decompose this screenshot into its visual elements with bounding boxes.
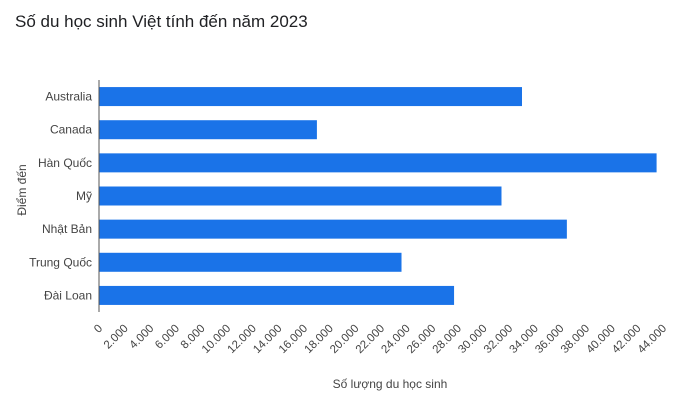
- x-tick-label: 44.000: [636, 323, 669, 356]
- x-tick-label: 4.000: [128, 323, 157, 352]
- bar-6: [99, 285, 455, 305]
- x-tick-label: 2.000: [102, 323, 131, 352]
- category-label: Hàn Quốc: [38, 156, 92, 170]
- category-label: Australia: [45, 90, 92, 104]
- category-label: Nhật Bản: [42, 222, 92, 236]
- bar-1: [99, 120, 317, 140]
- category-labels: Australia Canada Hàn Quốc Mỹ Nhật Bản Trung Q…: [29, 90, 92, 303]
- category-label: Trung Quốc: [29, 255, 92, 269]
- chart-title: Số du học sinh Việt tính đến năm 2023: [15, 12, 308, 31]
- category-label: Canada: [50, 123, 92, 137]
- category-label: Mỹ: [76, 189, 92, 203]
- bar-5: [99, 252, 402, 272]
- bar-4: [99, 219, 567, 239]
- x-axis-title: Số lượng du học sinh: [333, 377, 448, 391]
- bars-layer: [99, 87, 657, 305]
- x-tick-label: 6.000: [153, 323, 182, 352]
- y-axis-title: Điểm đến: [15, 164, 29, 215]
- bar-3: [99, 186, 502, 206]
- bar-2: [99, 153, 657, 173]
- x-tick-label: 0: [92, 323, 105, 336]
- x-tick-labels: 02.0004.0006.0008.00010.00012.00014.0001…: [92, 323, 669, 356]
- category-label: Đài Loan: [44, 288, 92, 302]
- bar-0: [99, 87, 522, 107]
